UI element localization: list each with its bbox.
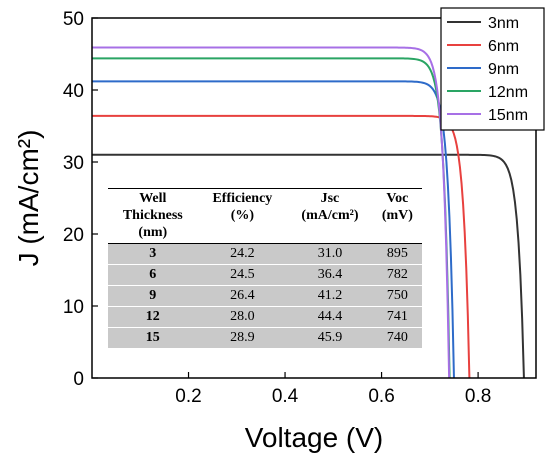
table-cell: 44.4 xyxy=(287,306,373,328)
y-tick-label: 0 xyxy=(73,369,84,390)
table-cell: 3 xyxy=(108,243,198,265)
header-voc: Voc (mV) xyxy=(381,191,413,223)
table-cell: 750 xyxy=(372,285,422,307)
y-tick-label: 50 xyxy=(63,9,84,30)
legend: 3nm 6nm 9nm 12nm 15nm xyxy=(440,7,545,131)
table-row: 9 26.4 41.2 750 xyxy=(108,285,422,307)
x-tick-label: 0.2 xyxy=(175,386,201,407)
table-cell: 31.0 xyxy=(287,243,373,265)
legend-label: 15nm xyxy=(488,107,528,124)
x-tick-label: 0.4 xyxy=(272,386,299,407)
x-tick-label: 0.6 xyxy=(368,386,394,407)
x-axis-title: Voltage (V) xyxy=(245,422,384,453)
header-efficiency: Efficiency (%) xyxy=(212,191,273,223)
table-cell: 24.2 xyxy=(197,243,288,265)
series-line-15nm xyxy=(92,46,451,379)
legend-label: 3nm xyxy=(488,15,519,32)
y-tick-label: 20 xyxy=(63,225,84,246)
table-cell: 36.4 xyxy=(287,264,373,286)
table-cell: 895 xyxy=(372,243,422,265)
table-row: 3 24.2 31.0 895 xyxy=(108,243,422,265)
table-cell: 26.4 xyxy=(197,285,288,307)
table-cell: 741 xyxy=(372,306,422,328)
table-cell: 24.5 xyxy=(197,264,288,286)
header-well-thickness: Well Thickness (nm) xyxy=(122,191,183,240)
table-cell: 740 xyxy=(372,327,422,349)
table-cell: 12 xyxy=(108,306,198,328)
legend-label: 6nm xyxy=(488,38,519,55)
ticks-layer: 0 10 20 30 40 50 0.2 0.4 0.6 0.8 xyxy=(63,9,491,407)
legend-label: 12nm xyxy=(488,84,528,101)
series-line-6nm xyxy=(92,114,471,379)
y-tick-label: 40 xyxy=(63,81,84,102)
series-line-3nm xyxy=(92,153,525,379)
table-cell: 45.9 xyxy=(287,327,373,349)
table-row: 6 24.5 36.4 782 xyxy=(108,264,422,286)
table-cell: 9 xyxy=(108,285,198,307)
table-row: 15 28.9 45.9 740 xyxy=(108,327,422,349)
table-cell: 41.2 xyxy=(287,285,373,307)
y-tick-label: 30 xyxy=(63,153,84,174)
legend-label: 9nm xyxy=(488,61,519,78)
header-jsc: Jsc (mA/cm²) xyxy=(301,191,359,223)
curves-layer xyxy=(92,46,525,379)
y-axis-title: J (mA/cm²) xyxy=(13,130,44,267)
x-tick-label: 0.8 xyxy=(465,386,491,407)
table-cell: 782 xyxy=(372,264,422,286)
table-cell: 28.0 xyxy=(197,306,288,328)
series-line-9nm xyxy=(92,80,455,379)
table-cell: 6 xyxy=(108,264,198,286)
table-row: 12 28.0 44.4 741 xyxy=(108,306,422,328)
series-line-12nm xyxy=(92,57,451,379)
table-cell: 15 xyxy=(108,327,198,349)
plot-frame xyxy=(91,17,537,379)
y-tick-label: 10 xyxy=(63,297,84,318)
table-cell: 28.9 xyxy=(197,327,288,349)
results-table: Well Thickness (nm) Efficiency (%) Jsc (… xyxy=(108,188,422,349)
table-header-row: Well Thickness (nm) Efficiency (%) Jsc (… xyxy=(108,188,422,244)
